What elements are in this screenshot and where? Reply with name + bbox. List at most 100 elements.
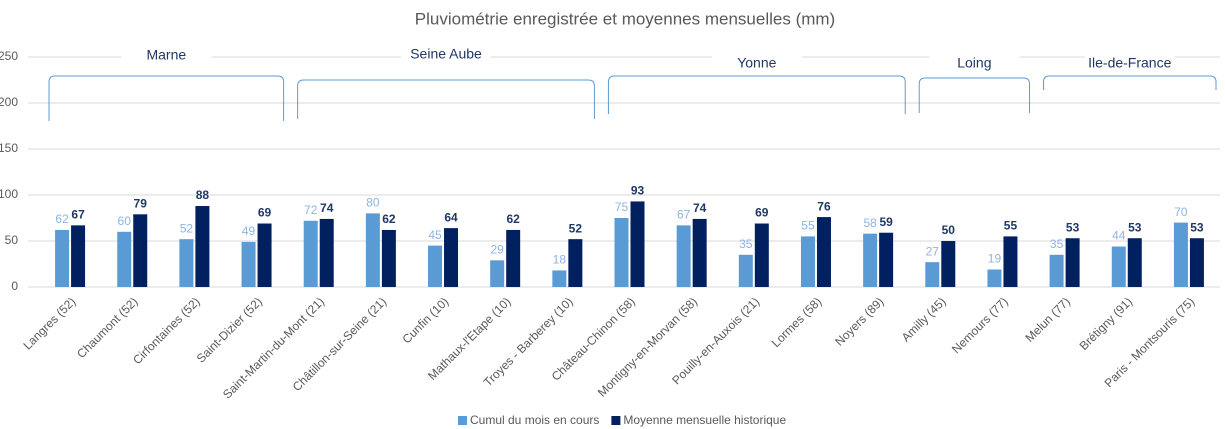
group-label: Seine Aube — [410, 46, 482, 62]
bar — [71, 225, 86, 287]
data-label: 19 — [988, 252, 1002, 266]
data-label: 52 — [180, 221, 194, 235]
data-label: 67 — [71, 208, 85, 222]
bar — [941, 241, 956, 287]
label-bg — [1084, 55, 1175, 73]
data-label: 53 — [1128, 220, 1142, 234]
bar — [1189, 238, 1204, 287]
bar — [1127, 238, 1142, 287]
bar — [1173, 222, 1188, 287]
x-tick-label: Chaumont (52) — [74, 294, 141, 361]
data-label: 29 — [491, 242, 505, 256]
x-tick-label: Lormes (58) — [769, 294, 825, 350]
data-label: 44 — [1112, 229, 1126, 243]
bar — [987, 269, 1002, 287]
bar — [428, 245, 443, 287]
data-label: 35 — [739, 237, 753, 251]
bar — [816, 217, 831, 287]
data-label: 67 — [677, 208, 691, 222]
bar — [55, 229, 70, 287]
bar — [179, 239, 194, 287]
chart-title: Pluviométrie enregistrée et moyennes men… — [415, 9, 835, 28]
data-label: 59 — [879, 215, 893, 229]
data-label: 74 — [320, 201, 334, 215]
bar — [925, 262, 940, 287]
bar — [754, 223, 769, 287]
group-bracket — [297, 79, 595, 119]
bar — [879, 232, 894, 287]
data-label: 60 — [118, 214, 132, 228]
data-label: 27 — [926, 244, 940, 258]
group-bracket — [918, 77, 1031, 113]
data-label: 52 — [569, 221, 583, 235]
data-label: 49 — [242, 224, 256, 238]
bar — [195, 206, 210, 287]
data-label: 64 — [444, 210, 458, 224]
bar — [863, 233, 878, 287]
x-tick-label: Cunfin (10) — [400, 294, 452, 346]
data-label: 58 — [863, 216, 877, 230]
x-tick-label: Langres (52) — [20, 294, 78, 352]
data-label: 76 — [817, 199, 831, 213]
legend-label: Moyenne mensuelle historique — [623, 413, 786, 427]
group-label: Marne — [146, 47, 186, 63]
data-label: 79 — [134, 196, 148, 210]
x-tick-label: Brétigny (91) — [1077, 294, 1135, 352]
x-tick-label: Cirfontaines (52) — [130, 294, 203, 367]
x-tick-label: Amilly (45) — [899, 294, 949, 344]
x-tick-label: Montigny-en-Morvan (58) — [595, 294, 700, 399]
bar — [552, 270, 567, 287]
label-bg — [929, 55, 1020, 73]
data-label: 45 — [428, 228, 442, 242]
group-bracket — [607, 75, 906, 114]
label-bg — [711, 55, 802, 73]
bar — [133, 214, 148, 287]
data-label: 70 — [1174, 205, 1188, 219]
bar — [614, 218, 629, 287]
data-label: 53 — [1190, 220, 1204, 234]
group-bracket — [48, 75, 285, 121]
data-label: 69 — [258, 206, 272, 220]
legend-label: Cumul du mois en cours — [470, 413, 599, 427]
bar — [381, 229, 396, 287]
bar — [630, 201, 645, 287]
x-tick-label: Saint-Martin-du-Mont (21) — [220, 294, 327, 401]
x-tick-label: Melun (77) — [1023, 294, 1073, 344]
data-label: 62 — [55, 212, 69, 226]
bar — [444, 228, 459, 287]
data-label: 74 — [693, 201, 707, 215]
y-tick-label: 250 — [0, 49, 18, 63]
data-label: 55 — [1004, 219, 1018, 233]
bar — [303, 220, 318, 287]
bar — [1049, 254, 1064, 287]
group-label: Loing — [957, 55, 991, 71]
y-tick-label: 150 — [0, 141, 18, 155]
bar — [738, 254, 753, 287]
bar — [676, 225, 691, 287]
data-label: 93 — [631, 184, 645, 198]
y-tick-label: 100 — [0, 187, 18, 201]
x-tick-label: Saint-Dizier (52) — [194, 294, 265, 365]
bar — [490, 260, 505, 287]
data-label: 62 — [507, 212, 521, 226]
group-label: Yonne — [737, 55, 776, 71]
data-label: 69 — [755, 206, 769, 220]
y-tick-label: 0 — [11, 279, 18, 293]
y-tick-label: 50 — [5, 233, 19, 247]
y-tick-label: 200 — [0, 95, 18, 109]
data-label: 72 — [304, 203, 318, 217]
group-bracket — [1043, 75, 1217, 90]
bar — [692, 218, 707, 287]
data-label: 75 — [615, 200, 629, 214]
group-label: Ile-de-France — [1088, 55, 1171, 71]
label-bg — [121, 47, 212, 65]
label-bg — [401, 46, 492, 64]
bar — [1065, 238, 1080, 287]
bar — [800, 236, 815, 287]
data-label: 88 — [196, 188, 210, 202]
legend-swatch — [611, 416, 621, 425]
data-label: 55 — [801, 219, 815, 233]
bar — [1003, 236, 1018, 287]
bar — [257, 223, 272, 287]
